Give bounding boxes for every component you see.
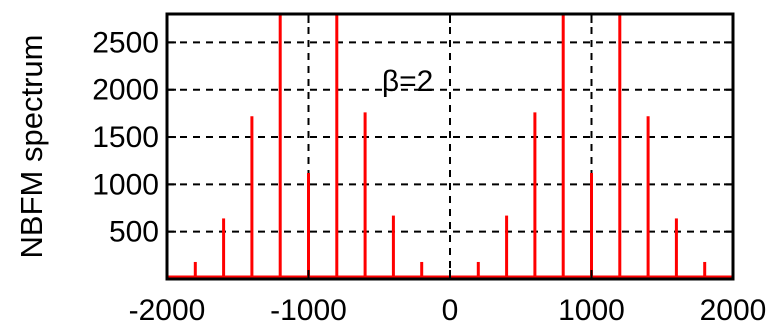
x-tick-label: -1000 — [270, 294, 347, 327]
x-tick-label: 0 — [442, 294, 459, 327]
x-tick-label: 1000 — [558, 294, 625, 327]
y-axis-ticks: 500 1000 1500 2000 2500 — [92, 26, 733, 249]
y-axis-label: NBFM spectrum — [14, 35, 49, 259]
y-tick-label: 2500 — [92, 26, 159, 59]
beta-annotation: β=2 — [382, 65, 433, 98]
y-tick-label: 500 — [109, 216, 159, 249]
y-tick-label: 1000 — [92, 168, 159, 201]
x-tick-label: -2000 — [129, 294, 206, 327]
stem-series — [167, 14, 733, 279]
x-tick-label: 2000 — [700, 294, 767, 327]
x-axis-ticks: -2000 -1000 0 1000 2000 — [129, 14, 767, 327]
y-tick-label: 2000 — [92, 74, 159, 107]
grid-lines — [167, 14, 733, 279]
y-tick-label: 1500 — [92, 121, 159, 154]
